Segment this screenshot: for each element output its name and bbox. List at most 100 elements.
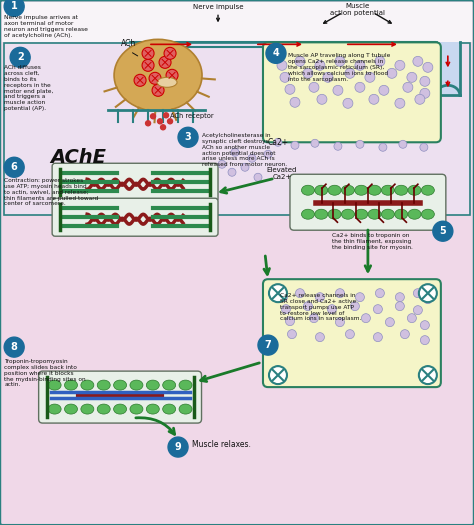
- Circle shape: [168, 437, 188, 457]
- Circle shape: [374, 333, 383, 342]
- FancyBboxPatch shape: [263, 279, 441, 387]
- Text: Troponin-tropomyosin
complex slides back into
position where it blocks
the mydsi: Troponin-tropomyosin complex slides back…: [4, 359, 86, 387]
- Circle shape: [387, 68, 397, 78]
- Circle shape: [167, 119, 173, 124]
- Circle shape: [285, 317, 294, 326]
- Circle shape: [343, 98, 353, 108]
- Ellipse shape: [408, 185, 421, 195]
- Ellipse shape: [114, 39, 202, 111]
- Ellipse shape: [130, 404, 143, 414]
- Circle shape: [134, 75, 146, 86]
- Circle shape: [142, 47, 154, 59]
- Text: Muscle
action potential: Muscle action potential: [330, 3, 385, 16]
- Circle shape: [146, 121, 151, 126]
- Circle shape: [317, 94, 327, 104]
- Circle shape: [151, 114, 155, 119]
- Circle shape: [374, 304, 383, 313]
- Circle shape: [295, 56, 305, 66]
- Text: AChE: AChE: [50, 148, 106, 167]
- Text: 5: 5: [439, 226, 446, 236]
- Circle shape: [278, 292, 287, 302]
- Text: Muscle AP traveling along T tubule
opens Ca2+ release channels in
the sarcoplasm: Muscle AP traveling along T tubule opens…: [288, 54, 390, 81]
- Circle shape: [395, 98, 405, 108]
- Circle shape: [379, 86, 389, 96]
- Circle shape: [356, 292, 365, 302]
- Circle shape: [365, 72, 375, 82]
- FancyBboxPatch shape: [39, 371, 201, 423]
- Circle shape: [350, 302, 359, 311]
- Circle shape: [315, 60, 325, 70]
- Circle shape: [310, 313, 319, 323]
- Circle shape: [241, 163, 249, 171]
- Circle shape: [4, 158, 24, 177]
- Text: Contraction: power strokes
use ATP; myosin heads bind
to actin, swivel, and rele: Contraction: power strokes use ATP; myos…: [4, 178, 99, 206]
- Circle shape: [336, 318, 345, 327]
- Circle shape: [419, 366, 437, 384]
- Ellipse shape: [97, 380, 110, 390]
- Circle shape: [303, 302, 312, 311]
- Ellipse shape: [179, 380, 192, 390]
- Circle shape: [161, 125, 165, 130]
- Text: Nerve impulse: Nerve impulse: [193, 4, 243, 10]
- Circle shape: [280, 72, 290, 82]
- Circle shape: [4, 0, 24, 16]
- FancyBboxPatch shape: [2, 3, 472, 43]
- Circle shape: [328, 304, 337, 313]
- Circle shape: [164, 113, 169, 118]
- Text: Ca2+ binds to troponin on
the thin filament, exposing
the binding site for myosi: Ca2+ binds to troponin on the thin filam…: [332, 233, 413, 250]
- Circle shape: [291, 141, 299, 149]
- Ellipse shape: [130, 380, 143, 390]
- Ellipse shape: [301, 209, 314, 219]
- Circle shape: [264, 150, 272, 158]
- Circle shape: [395, 292, 404, 302]
- Circle shape: [413, 289, 422, 298]
- Circle shape: [166, 69, 178, 81]
- Ellipse shape: [368, 185, 381, 195]
- Ellipse shape: [368, 209, 381, 219]
- Circle shape: [277, 60, 287, 70]
- Circle shape: [399, 140, 407, 148]
- Ellipse shape: [81, 380, 94, 390]
- Circle shape: [274, 138, 282, 146]
- Polygon shape: [437, 43, 459, 94]
- Circle shape: [266, 44, 286, 64]
- Ellipse shape: [157, 77, 177, 87]
- Circle shape: [285, 85, 295, 94]
- Ellipse shape: [114, 404, 127, 414]
- Circle shape: [419, 284, 437, 302]
- Circle shape: [269, 284, 287, 302]
- Text: 8: 8: [11, 342, 18, 352]
- Circle shape: [178, 127, 198, 148]
- Circle shape: [149, 72, 161, 85]
- Text: ACh receptor: ACh receptor: [170, 113, 214, 119]
- Circle shape: [385, 318, 394, 327]
- Circle shape: [248, 154, 256, 162]
- Circle shape: [420, 143, 428, 151]
- Circle shape: [420, 321, 429, 330]
- Text: 2: 2: [17, 52, 24, 62]
- Circle shape: [403, 82, 413, 92]
- Circle shape: [356, 140, 364, 148]
- Text: Ca2+ release channels in
SR close and Ca2+ active
transport pumps use ATP
to res: Ca2+ release channels in SR close and Ca…: [280, 293, 361, 321]
- Circle shape: [10, 47, 30, 67]
- Circle shape: [379, 143, 387, 151]
- Circle shape: [311, 139, 319, 148]
- Circle shape: [420, 76, 430, 86]
- Circle shape: [413, 306, 422, 314]
- FancyBboxPatch shape: [290, 174, 446, 230]
- Text: 4: 4: [273, 48, 279, 58]
- Text: ACh diffuses
across cleft,
binds to its
receptors in the
motor end plate,
and tr: ACh diffuses across cleft, binds to its …: [4, 65, 54, 111]
- Ellipse shape: [408, 209, 421, 219]
- Circle shape: [420, 88, 430, 98]
- Circle shape: [423, 295, 432, 303]
- Circle shape: [334, 142, 342, 150]
- Circle shape: [346, 330, 355, 339]
- Ellipse shape: [64, 380, 77, 390]
- Ellipse shape: [395, 185, 408, 195]
- Circle shape: [315, 292, 324, 302]
- Circle shape: [395, 302, 404, 311]
- Text: Muscle relaxes.: Muscle relaxes.: [192, 439, 251, 448]
- Circle shape: [407, 72, 417, 82]
- Text: 7: 7: [264, 340, 271, 350]
- Circle shape: [228, 168, 236, 176]
